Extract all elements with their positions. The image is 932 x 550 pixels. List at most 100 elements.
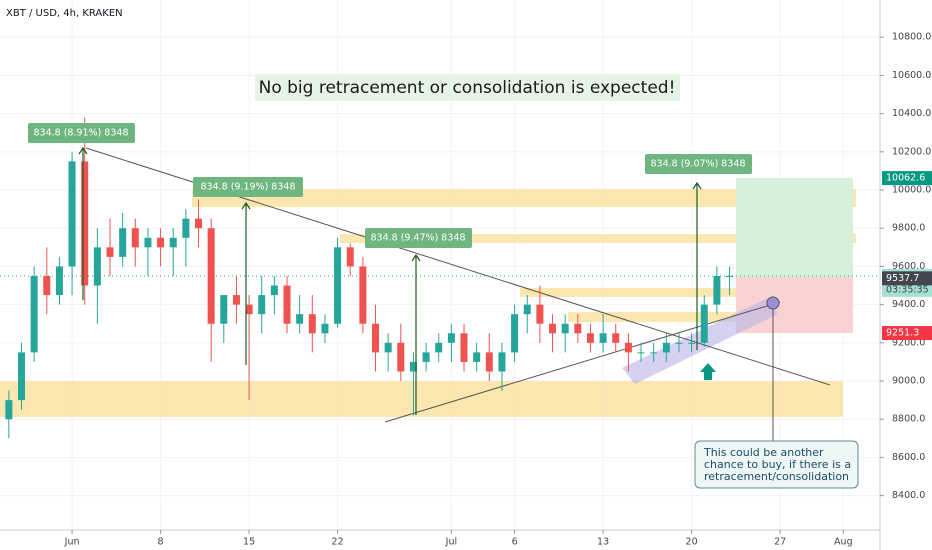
arrow — [241, 201, 251, 365]
x-tick-label: 6 — [512, 537, 518, 548]
candle-body — [182, 218, 190, 238]
x-tick-label: Jul — [445, 537, 457, 548]
candle-body — [17, 352, 25, 401]
candle-body — [397, 342, 405, 372]
measure-box — [28, 123, 135, 143]
measure-label: 834.8 (9.19%) 8348 — [200, 182, 295, 193]
candle-body — [43, 275, 51, 296]
countdown: 03:35:35 — [886, 284, 929, 295]
candle-body — [169, 237, 177, 248]
y-tick-label: 10000.0 — [892, 185, 931, 196]
measure-label: 834.8 (9.47%) 8348 — [370, 233, 465, 244]
x-tick-label: 27 — [774, 537, 786, 548]
y-tick-label: 10600.0 — [892, 70, 931, 81]
measure-box — [645, 154, 752, 174]
arrow — [411, 253, 421, 415]
y-tick-label: 8800.0 — [892, 414, 925, 425]
candle-body — [308, 314, 316, 334]
candle-body — [220, 295, 228, 324]
trend-line — [384, 301, 781, 423]
price-tag-label: 9537.7 — [886, 273, 919, 284]
candle-body — [207, 228, 215, 324]
candle-body — [662, 342, 670, 353]
resistance-zone — [520, 288, 848, 297]
candle-body — [536, 304, 544, 324]
candle-body — [612, 333, 620, 343]
candle-body — [561, 323, 569, 334]
candle-body — [232, 295, 240, 305]
candle-body — [688, 342, 696, 344]
candle-body — [55, 266, 63, 296]
candle-body — [283, 285, 291, 324]
candle-body — [334, 247, 342, 324]
countdown-tag — [882, 282, 932, 297]
y-tick-label: 8400.0 — [892, 490, 925, 501]
measure-label: 834.8 (9.07%) 8348 — [650, 159, 745, 170]
x-tick-label: 22 — [332, 537, 344, 548]
axis: 8400.0 8600.0 8800.0 9000.0 9200.0 9400.0 9600… — [64, 32, 932, 548]
price-tag — [882, 171, 932, 186]
measure-box — [193, 177, 303, 197]
y-tick-label: 9200.0 — [892, 337, 925, 348]
candle-body — [144, 237, 152, 248]
candle-body — [157, 237, 165, 248]
candle-body — [131, 228, 139, 248]
y-tick-label: 9800.0 — [892, 223, 925, 234]
callout-text: retracement/consolidation — [704, 470, 849, 483]
x-tick-label: 20 — [686, 537, 698, 548]
arrows — [78, 146, 702, 415]
candle-body — [599, 333, 607, 343]
y-tick-label: 9400.0 — [892, 299, 925, 310]
y-tick-label: 9600.0 — [892, 261, 925, 272]
price-tag — [882, 326, 932, 341]
headline: No big retracement or consolidation is e… — [259, 78, 676, 98]
candle-body — [485, 352, 493, 372]
candle-body — [586, 333, 594, 343]
resistance-zone — [568, 312, 790, 322]
candle-body — [270, 285, 278, 296]
candle-body — [106, 247, 114, 257]
x-tick-label: Jun — [64, 537, 80, 548]
candle-body — [30, 275, 38, 353]
candle-body — [245, 304, 253, 315]
up-marker — [700, 363, 716, 380]
candle-body — [422, 352, 430, 362]
candle-body — [447, 333, 455, 343]
x-tick-label: 8 — [158, 537, 164, 548]
candle-body — [523, 304, 531, 315]
y-tick-label: 9000.0 — [892, 376, 925, 387]
callout-text: chance to buy, if there is a — [704, 458, 851, 471]
headline-box — [255, 74, 680, 101]
candle-body — [637, 352, 645, 354]
candle-body — [511, 314, 519, 353]
candle-body — [81, 161, 89, 286]
y-tick-label: 10400.0 — [892, 108, 931, 119]
candle-body — [296, 314, 304, 324]
y-tick-label: 8600.0 — [892, 452, 925, 463]
price-tag — [882, 271, 932, 286]
candles — [5, 117, 734, 439]
candle-body — [359, 266, 367, 324]
arrow — [692, 181, 702, 350]
candle-body — [726, 275, 734, 277]
candle-body — [675, 342, 683, 344]
candle-body — [384, 342, 392, 353]
measure-label: 834.8 (8.91%) 8348 — [33, 128, 128, 139]
candle-body — [409, 361, 417, 372]
candle-body — [713, 275, 721, 305]
candle-body — [321, 323, 329, 334]
x-tick-label: 13 — [597, 537, 609, 548]
channel — [622, 298, 778, 384]
callout-point — [766, 296, 780, 310]
candle-body — [700, 304, 708, 343]
candle-body — [574, 323, 582, 334]
candle-body — [372, 323, 380, 353]
candle-body — [624, 342, 632, 353]
candle-body — [68, 161, 76, 267]
candle-body — [460, 333, 468, 362]
price-tag-label: 10062.6 — [886, 173, 925, 184]
candle-body — [498, 352, 506, 372]
candle-body — [258, 295, 266, 315]
candle-body — [346, 247, 354, 267]
